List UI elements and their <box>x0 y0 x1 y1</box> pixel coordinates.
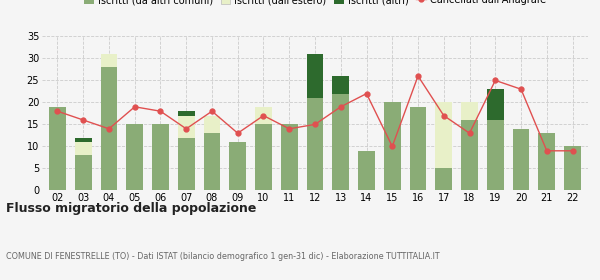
Bar <box>75 137 92 142</box>
Bar <box>229 142 246 190</box>
Text: Flusso migratorio della popolazione: Flusso migratorio della popolazione <box>6 202 256 214</box>
Bar <box>203 116 220 133</box>
Bar <box>564 146 581 190</box>
Bar <box>49 107 66 190</box>
Bar <box>358 151 375 190</box>
Bar <box>332 76 349 94</box>
Bar <box>307 98 323 190</box>
Bar <box>461 102 478 120</box>
Bar <box>512 129 529 190</box>
Bar <box>384 102 401 190</box>
Bar <box>127 124 143 190</box>
Bar <box>152 124 169 190</box>
Bar <box>255 107 272 124</box>
Bar <box>75 155 92 190</box>
Bar <box>307 54 323 98</box>
Bar <box>101 54 118 67</box>
Bar <box>281 124 298 190</box>
Bar <box>487 89 503 120</box>
Bar <box>178 111 194 116</box>
Bar <box>538 133 555 190</box>
Bar <box>487 120 503 190</box>
Bar <box>461 120 478 190</box>
Bar <box>75 142 92 155</box>
Bar <box>410 107 427 190</box>
Bar <box>255 124 272 190</box>
Bar <box>101 67 118 190</box>
Bar <box>332 94 349 190</box>
Bar <box>178 116 194 137</box>
Bar <box>203 133 220 190</box>
Bar <box>436 168 452 190</box>
Bar <box>436 102 452 168</box>
Text: COMUNE DI FENESTRELLE (TO) - Dati ISTAT (bilancio demografico 1 gen-31 dic) - El: COMUNE DI FENESTRELLE (TO) - Dati ISTAT … <box>6 252 440 261</box>
Legend: Iscritti (da altri comuni), Iscritti (dall'estero), Iscritti (altri), Cancellati: Iscritti (da altri comuni), Iscritti (da… <box>84 0 546 5</box>
Bar <box>178 137 194 190</box>
